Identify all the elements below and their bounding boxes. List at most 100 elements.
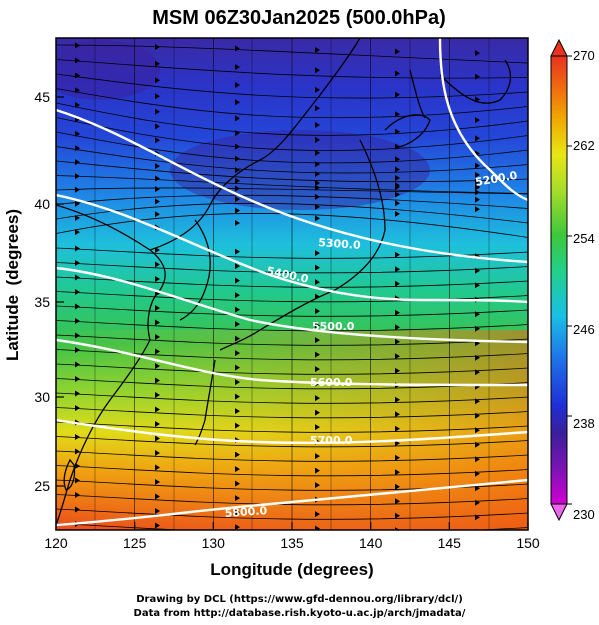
contour-5500: [56, 266, 528, 344]
streamline-arrow: [235, 408, 240, 415]
streamline-arrow: [395, 367, 400, 374]
streamline-arrow: [475, 267, 480, 274]
map-title: MSM 06Z30Jan2025 (500.0hPa): [152, 7, 446, 29]
streamline-arrow: [235, 167, 240, 174]
y-tick-label: 40: [34, 196, 50, 212]
korea-peninsula: [179, 219, 211, 321]
streamline: [56, 407, 528, 419]
height-contours: [56, 38, 528, 527]
streamline-arrow: [315, 121, 320, 128]
x-axis-tick-labels: 120 125 130 135 140 145 150: [44, 535, 540, 551]
streamline-arrow: [75, 87, 80, 94]
streamline: [56, 262, 528, 274]
streamline-arrow: [475, 178, 480, 185]
contour-label-5700: 5700.0: [310, 434, 353, 447]
y-axis-label: Latitude (degrees): [3, 209, 22, 361]
colorbar-tick: 246: [573, 322, 595, 337]
streamline-arrow: [235, 207, 240, 214]
streamline-arrow: [235, 63, 240, 70]
streamline-arrow: [315, 366, 320, 373]
streamline-arrow: [155, 377, 160, 384]
streamline-arrow: [395, 166, 400, 173]
streamline-arrow: [315, 86, 320, 93]
streamline-arrow: [235, 185, 240, 192]
streamline-arrow: [475, 311, 480, 318]
streamline: [56, 392, 528, 404]
streamline-arrow: [395, 70, 400, 77]
streamline: [56, 320, 528, 332]
streamline-arrow: [235, 263, 240, 270]
streamline-arrow: [395, 128, 400, 135]
streamline-arrow: [475, 282, 480, 289]
streamline-arrow: [395, 411, 400, 418]
streamline-arrow: [235, 509, 240, 516]
streamline-arrow: [235, 292, 240, 299]
streamline-arrow: [475, 183, 480, 190]
streamline-arrow: [315, 105, 320, 112]
streamline-arrow: [75, 462, 80, 469]
streamline-arrow: [155, 493, 160, 500]
streamline-arrow: [235, 306, 240, 313]
streamline-arrow: [155, 60, 160, 67]
streamline-arrow: [315, 67, 320, 74]
streamline-arrow: [315, 424, 320, 431]
streamline-arrow: [315, 203, 320, 210]
streamline-arrow: [75, 159, 80, 166]
streamline-arrow: [155, 163, 160, 170]
colorbar-tick-labels: 230 238 246 254 262 270: [573, 48, 595, 522]
japan-hokkaido: [384, 114, 431, 149]
contour-label-5500: 5500.0: [312, 320, 355, 333]
streamline-arrow: [315, 322, 320, 329]
streamline-arrow: [235, 321, 240, 328]
streamline-arrow: [75, 186, 80, 193]
streamline-arrow: [235, 451, 240, 458]
streamline: [56, 276, 528, 288]
streamline-arrow: [475, 206, 480, 213]
streamline-arrow: [155, 276, 160, 283]
x-axis-label: Longitude (degrees): [210, 560, 373, 579]
cold-trough-shading: [170, 130, 430, 210]
colorbar-tick: 262: [573, 138, 595, 153]
continent-coastline: [149, 38, 361, 251]
streamline-arrow: [75, 42, 80, 49]
streamline-arrow: [155, 464, 160, 471]
streamline-arrow: [475, 441, 480, 448]
streamline-arrow: [235, 379, 240, 386]
streamline-arrow: [155, 319, 160, 326]
streamline-arrow: [395, 454, 400, 461]
contour-label-5800: 5800.0: [224, 504, 268, 520]
streamline-arrow: [475, 171, 480, 178]
footer-credit-drawing: Drawing by DCL (https://www.gfd-dennou.o…: [136, 594, 463, 605]
streamline-arrow: [315, 511, 320, 518]
streamline-arrow: [315, 525, 320, 530]
streamline-arrow: [315, 308, 320, 315]
streamline-arrow: [155, 93, 160, 100]
streamline: [56, 146, 528, 174]
streamline-arrow: [315, 395, 320, 402]
streamline-arrow: [475, 485, 480, 492]
streamline-arrow: [75, 173, 80, 180]
contour-5700: [56, 418, 528, 445]
streamline-arrow: [315, 337, 320, 344]
streamline-arrow: [155, 392, 160, 399]
streamline-arrow: [395, 111, 400, 118]
streamline: [56, 305, 528, 317]
streamline: [56, 202, 528, 224]
streamline-arrow: [155, 363, 160, 370]
streamline-arrow: [475, 456, 480, 463]
streamline-arrow: [395, 251, 400, 258]
china-coastline: [56, 204, 166, 526]
streamline-arrow: [475, 325, 480, 332]
contour-5200: [438, 38, 528, 202]
streamline-arrow: [235, 495, 240, 502]
x-tick-label: 135: [280, 535, 304, 551]
streamline-arrow: [155, 421, 160, 428]
x-axis-ticks: [55, 522, 529, 530]
streamline-arrow: [75, 245, 80, 252]
streamline-arrow: [475, 196, 480, 203]
x-tick-label: 120: [44, 535, 68, 551]
streamline-arrow: [235, 350, 240, 357]
streamline-arrow: [315, 171, 320, 178]
streamline: [56, 465, 528, 477]
streamline-arrow: [155, 211, 160, 218]
